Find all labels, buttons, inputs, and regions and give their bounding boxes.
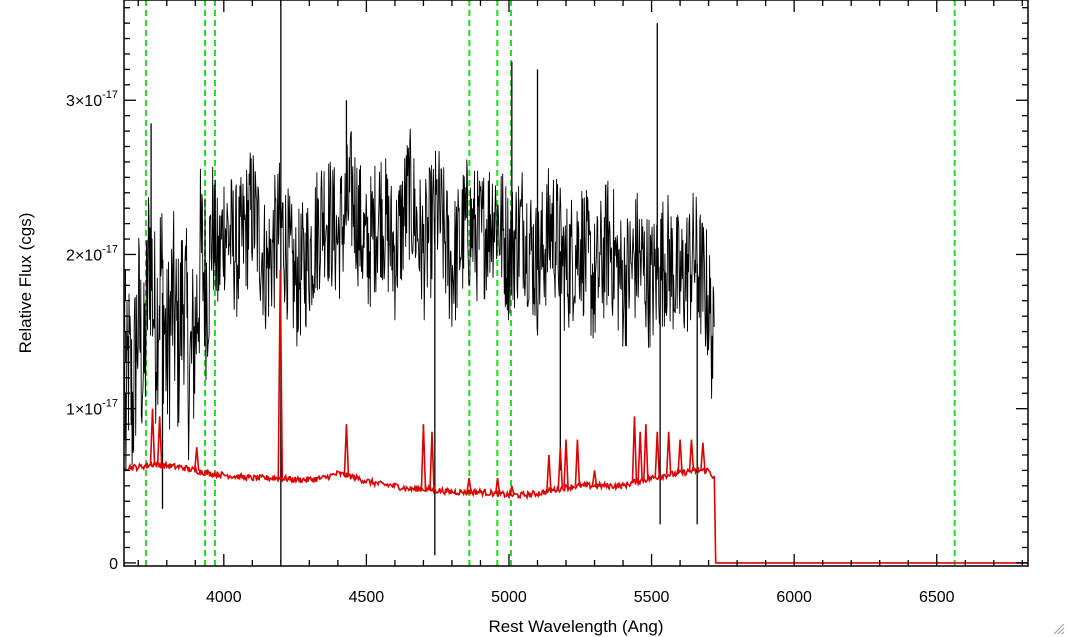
model-spike-18 <box>654 431 661 477</box>
x-tick-label: 4500 <box>349 589 385 606</box>
x-tick-label: 5000 <box>491 589 527 606</box>
y-axis-title: Relative Flux (cgs) <box>16 213 35 354</box>
model-spike-12 <box>563 439 569 488</box>
model-spike-3 <box>277 269 284 479</box>
model-spike-1 <box>156 416 163 466</box>
y-tick-label: 3×10-17 <box>66 89 118 110</box>
spectrum-series <box>124 0 715 563</box>
spectrum-line <box>124 128 715 472</box>
model-spike-15 <box>631 416 638 483</box>
model-spike-13 <box>574 439 581 487</box>
resize-grip-icon[interactable] <box>1053 623 1065 635</box>
model-spike-21 <box>688 439 695 472</box>
model-spike-4 <box>343 424 350 476</box>
model-spike-8 <box>494 477 501 494</box>
plot-border <box>123 0 1029 567</box>
model-spike-22 <box>700 442 706 471</box>
model-spike-17 <box>643 424 649 480</box>
x-axis-title: Rest Wavelength (Ang) <box>488 617 663 636</box>
model-spike-19 <box>665 431 672 475</box>
x-tick-label: 5500 <box>634 589 670 606</box>
model-line <box>124 460 1028 564</box>
x-tick-label: 4000 <box>206 589 242 606</box>
plot-frame <box>123 0 1029 567</box>
y-tick-label: 0 <box>109 556 118 573</box>
model-spike-6 <box>429 431 435 490</box>
model-spike-16 <box>637 431 643 481</box>
y-tick-label: 1×10-17 <box>66 398 118 419</box>
model-spike-11 <box>557 447 564 489</box>
model-spike-9 <box>509 485 515 496</box>
x-tick-label: 6500 <box>919 589 955 606</box>
model-spike-5 <box>420 424 427 489</box>
model-spike-20 <box>677 439 683 474</box>
y-tick-label: 2×10-17 <box>66 243 118 264</box>
x-tick-label: 6000 <box>776 589 812 606</box>
model-spike-0 <box>149 408 156 465</box>
model-series <box>124 269 1028 564</box>
y-axis-ticks: 0 1×10-17 2×10-17 3×10-17 <box>66 7 1028 573</box>
model-spike-10 <box>546 454 552 492</box>
x-axis-ticks: 4000 4500 5000 5500 6000 6500 <box>137 0 1023 606</box>
model-spike-14 <box>591 470 598 486</box>
model-spike-2 <box>193 447 200 471</box>
model-spike-7 <box>466 477 472 493</box>
